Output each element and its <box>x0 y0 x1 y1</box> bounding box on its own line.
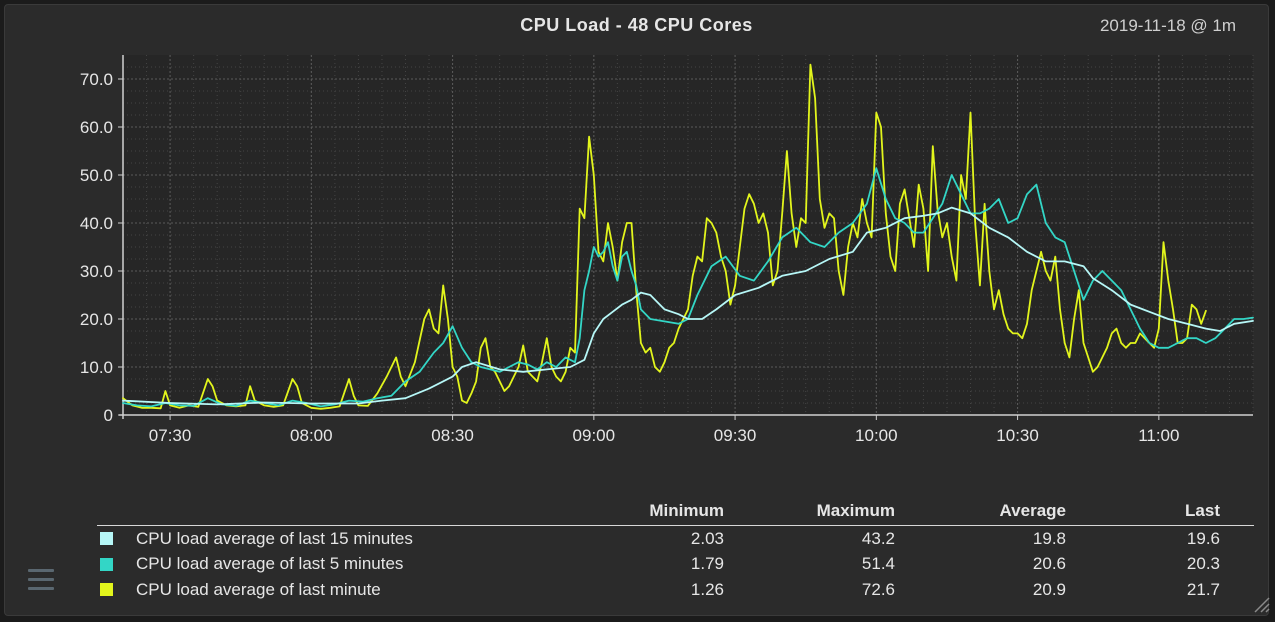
resize-handle-icon[interactable] <box>1251 594 1271 614</box>
legend-load5-average: 20.6 <box>1032 554 1066 574</box>
y-tick-label: 0 <box>104 406 113 425</box>
legend-load1-last: 21.7 <box>1186 579 1220 599</box>
x-tick-label: 09:00 <box>573 426 616 445</box>
series-line-load15 <box>122 206 1254 406</box>
legend-row-load15[interactable]: CPU load average of last 15 minutes 2.03… <box>97 526 1254 552</box>
legend-load15-minimum: 2.03 <box>690 528 724 548</box>
legend-row-load5[interactable]: CPU load average of last 5 minutes 1.79 … <box>97 552 1254 578</box>
legend-header-maximum: Maximum <box>816 501 895 520</box>
legend-swatch-load5 <box>100 557 113 571</box>
cpu-load-chart: 0 10.0 20.0 30.0 40.0 50.0 60.0 70.0 07:30 08:00 0… <box>80 55 1254 445</box>
y-tick-label: 70.0 <box>80 70 113 89</box>
x-tick-label: 10:30 <box>996 426 1039 445</box>
legend-header-minimum: Minimum <box>649 501 724 520</box>
chart-title: CPU Load - 48 CPU Cores <box>520 15 753 35</box>
legend-load15-maximum: 43.2 <box>861 528 895 548</box>
legend-swatch-load15 <box>100 532 113 546</box>
legend-label-load1: CPU load average of last minute <box>136 579 381 599</box>
legend-label-load5: CPU load average of last 5 minutes <box>136 554 404 574</box>
x-tick-label: 10:00 <box>855 426 898 445</box>
legend-load1-maximum: 72.6 <box>861 579 895 599</box>
chart-date: 2019-11-18 @ 1m <box>1099 16 1236 35</box>
legend-load15-average: 19.8 <box>1032 528 1066 548</box>
legend-load5-minimum: 1.79 <box>690 554 724 574</box>
y-tick-label: 20.0 <box>80 310 113 329</box>
legend-header-average: Average <box>999 501 1066 520</box>
legend-load5-last: 20.3 <box>1186 554 1220 574</box>
y-tick-label: 60.0 <box>80 118 113 137</box>
legend-label-load15: CPU load average of last 15 minutes <box>136 528 413 548</box>
series-line-load5 <box>122 167 1254 408</box>
y-tick-label: 40.0 <box>80 214 113 233</box>
y-tick-label: 50.0 <box>80 166 113 185</box>
legend-header: Minimum Maximum Average Last <box>97 497 1254 526</box>
legend-table: Minimum Maximum Average Last CPU load av… <box>97 497 1254 603</box>
legend-load5-maximum: 51.4 <box>861 554 895 574</box>
series-line-load1 <box>122 63 1207 410</box>
legend-row-load1[interactable]: CPU load average of last minute 1.26 72.… <box>97 577 1254 603</box>
x-tick-label: 07:30 <box>149 426 192 445</box>
x-tick-label: 09:30 <box>714 426 757 445</box>
legend-swatch-load1 <box>100 583 113 597</box>
legend-load1-average: 20.9 <box>1032 579 1066 599</box>
hamburger-menu-icon[interactable] <box>28 569 54 591</box>
x-tick-label: 11:00 <box>1138 426 1179 445</box>
y-tick-label: 30.0 <box>80 262 113 281</box>
legend-load1-minimum: 1.26 <box>690 579 724 599</box>
y-tick-label: 10.0 <box>80 358 113 377</box>
legend-load15-last: 19.6 <box>1186 528 1220 548</box>
legend-header-last: Last <box>1185 501 1220 520</box>
x-tick-label: 08:30 <box>431 426 474 445</box>
x-tick-label: 08:00 <box>290 426 333 445</box>
